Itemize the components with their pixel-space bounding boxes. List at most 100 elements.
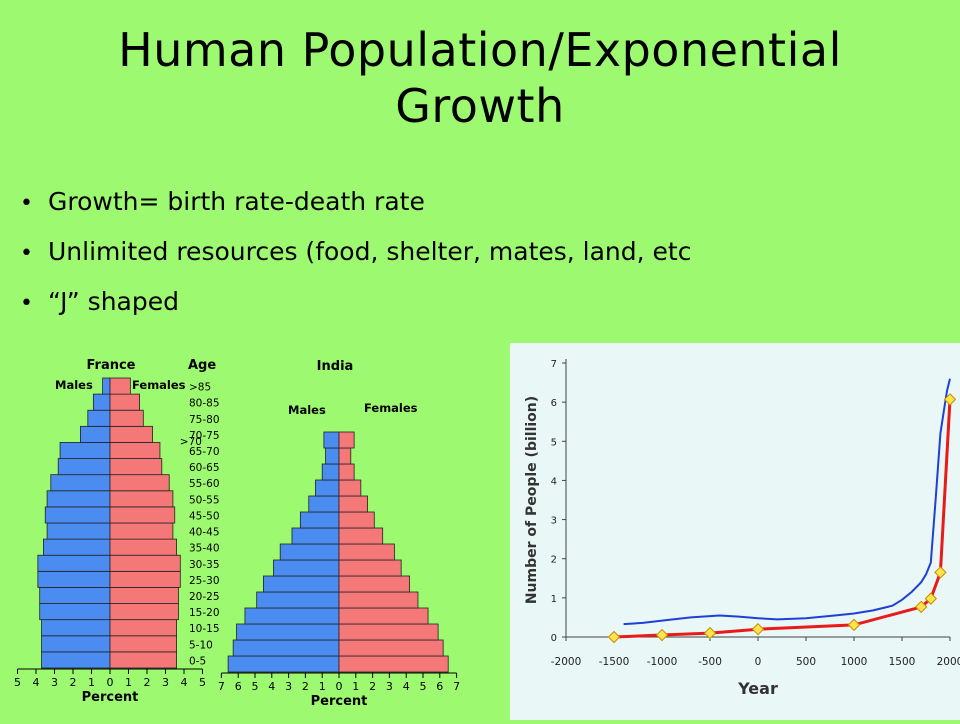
female-bar [109, 490, 174, 508]
x-tick-label: 3 [162, 676, 169, 689]
female-bar [338, 575, 410, 593]
male-bar [308, 495, 340, 513]
legend-males-france: Males [55, 378, 93, 392]
legend-females-france: Females [132, 378, 186, 392]
age-label: 80-85 [189, 398, 220, 410]
age-label: 10-15 [189, 623, 220, 635]
male-bar [37, 554, 111, 572]
x-tick-label: 4 [403, 680, 410, 693]
age-label: 45-50 [189, 510, 220, 522]
x-tick-label: 1500 [889, 656, 916, 668]
age-header: Age [188, 358, 216, 373]
x-tick-label: 5 [252, 680, 259, 693]
x-tick-label: 4 [33, 676, 40, 689]
male-bar [273, 559, 340, 577]
bullet-resources: Unlimited resources (food, shelter, mate… [20, 228, 691, 278]
male-bar [46, 490, 111, 508]
y-tick-label: 5 [551, 437, 557, 448]
y-tick-label: 7 [551, 359, 557, 370]
male-bar [44, 506, 111, 524]
male-bar [39, 603, 111, 621]
data-point-marker [934, 566, 947, 579]
data-point-marker [914, 600, 928, 614]
female-bar [109, 603, 179, 621]
title-line-2: Growth [395, 79, 565, 133]
male-bar [291, 527, 340, 545]
female-bar [338, 543, 395, 561]
x-tick-label: 2 [144, 676, 151, 689]
female-bar [338, 431, 355, 449]
x-tick-label: 4 [268, 680, 275, 693]
data-point-marker [751, 622, 765, 636]
x-tick-label: 6 [235, 680, 242, 693]
age-label: 25-30 [189, 575, 220, 587]
chart-title-india: India [317, 359, 354, 374]
age-label: 55-60 [189, 478, 220, 490]
x-tick-label: 0 [336, 680, 343, 693]
female-bar [338, 623, 439, 641]
data-point-marker [703, 626, 717, 640]
bullet-j-shaped: “J” shaped [20, 278, 691, 328]
male-bar [102, 377, 111, 395]
male-bar [92, 393, 111, 411]
female-bar [338, 479, 362, 497]
female-bar [109, 442, 161, 459]
male-bar [262, 575, 340, 593]
female-bar [109, 587, 179, 604]
male-bar [232, 639, 340, 657]
male-bar [87, 409, 111, 427]
age-label: >70 [180, 436, 202, 448]
data-point-marker [924, 592, 938, 605]
x-tick-label: -2000 [551, 656, 582, 668]
male-bar [46, 522, 111, 540]
female-bar [109, 425, 153, 443]
female-bar [338, 511, 375, 529]
male-bar [325, 447, 340, 465]
male-bar [321, 463, 340, 481]
x-tick-label: 4 [181, 676, 188, 689]
female-bar [338, 463, 355, 481]
y-tick-label: 6 [551, 398, 557, 409]
male-bar [80, 425, 111, 443]
female-bar [109, 635, 177, 653]
female-bar [109, 522, 174, 540]
x-tick-label: 2 [70, 676, 77, 689]
j-curve-chart: 0 1 2 3 4 5 6 7 -2000 -1500 -1000 -500 0 500 1000 1500 2… [524, 359, 960, 698]
x-tick-label: 2 [369, 680, 376, 693]
female-bar [109, 393, 141, 411]
female-bar [109, 474, 170, 492]
x-tick-label: -1000 [647, 656, 678, 668]
data-point-marker [607, 630, 621, 644]
age-label: 60-65 [189, 462, 220, 474]
female-bar [338, 655, 449, 673]
legend-males-india: Males [288, 403, 326, 417]
x-axis-label: Percent [311, 694, 368, 709]
bullet-growth: Growth= birth rate-death rate [20, 178, 691, 228]
female-bar [109, 554, 181, 572]
y-axis-label: Number of People (billion) [524, 396, 540, 604]
female-bar [109, 409, 144, 427]
age-label: 70-75 [189, 430, 220, 442]
x-tick-label: 3 [386, 680, 393, 693]
female-bar [109, 538, 177, 556]
x-tick-label: 2 [302, 680, 309, 693]
x-tick-label: 2000 [937, 656, 960, 668]
male-bar [41, 635, 111, 653]
female-bar [109, 570, 181, 588]
male-bar [244, 607, 340, 625]
male-bar [50, 474, 111, 492]
chart-title-france: France [86, 358, 135, 373]
male-bar [323, 431, 340, 449]
male-bar [41, 619, 111, 637]
x-tick-label: 0 [107, 676, 114, 689]
age-label: 50-55 [189, 494, 220, 506]
y-tick-label: 4 [551, 476, 557, 487]
male-bar [43, 538, 111, 556]
x-tick-label: -500 [698, 656, 722, 668]
x-tick-label: 1 [352, 680, 359, 693]
x-tick-label: 1000 [841, 656, 868, 668]
female-bar [338, 447, 352, 465]
age-label: 20-25 [189, 591, 220, 603]
x-tick-label: 500 [796, 656, 816, 668]
x-tick-label: 5 [420, 680, 427, 693]
